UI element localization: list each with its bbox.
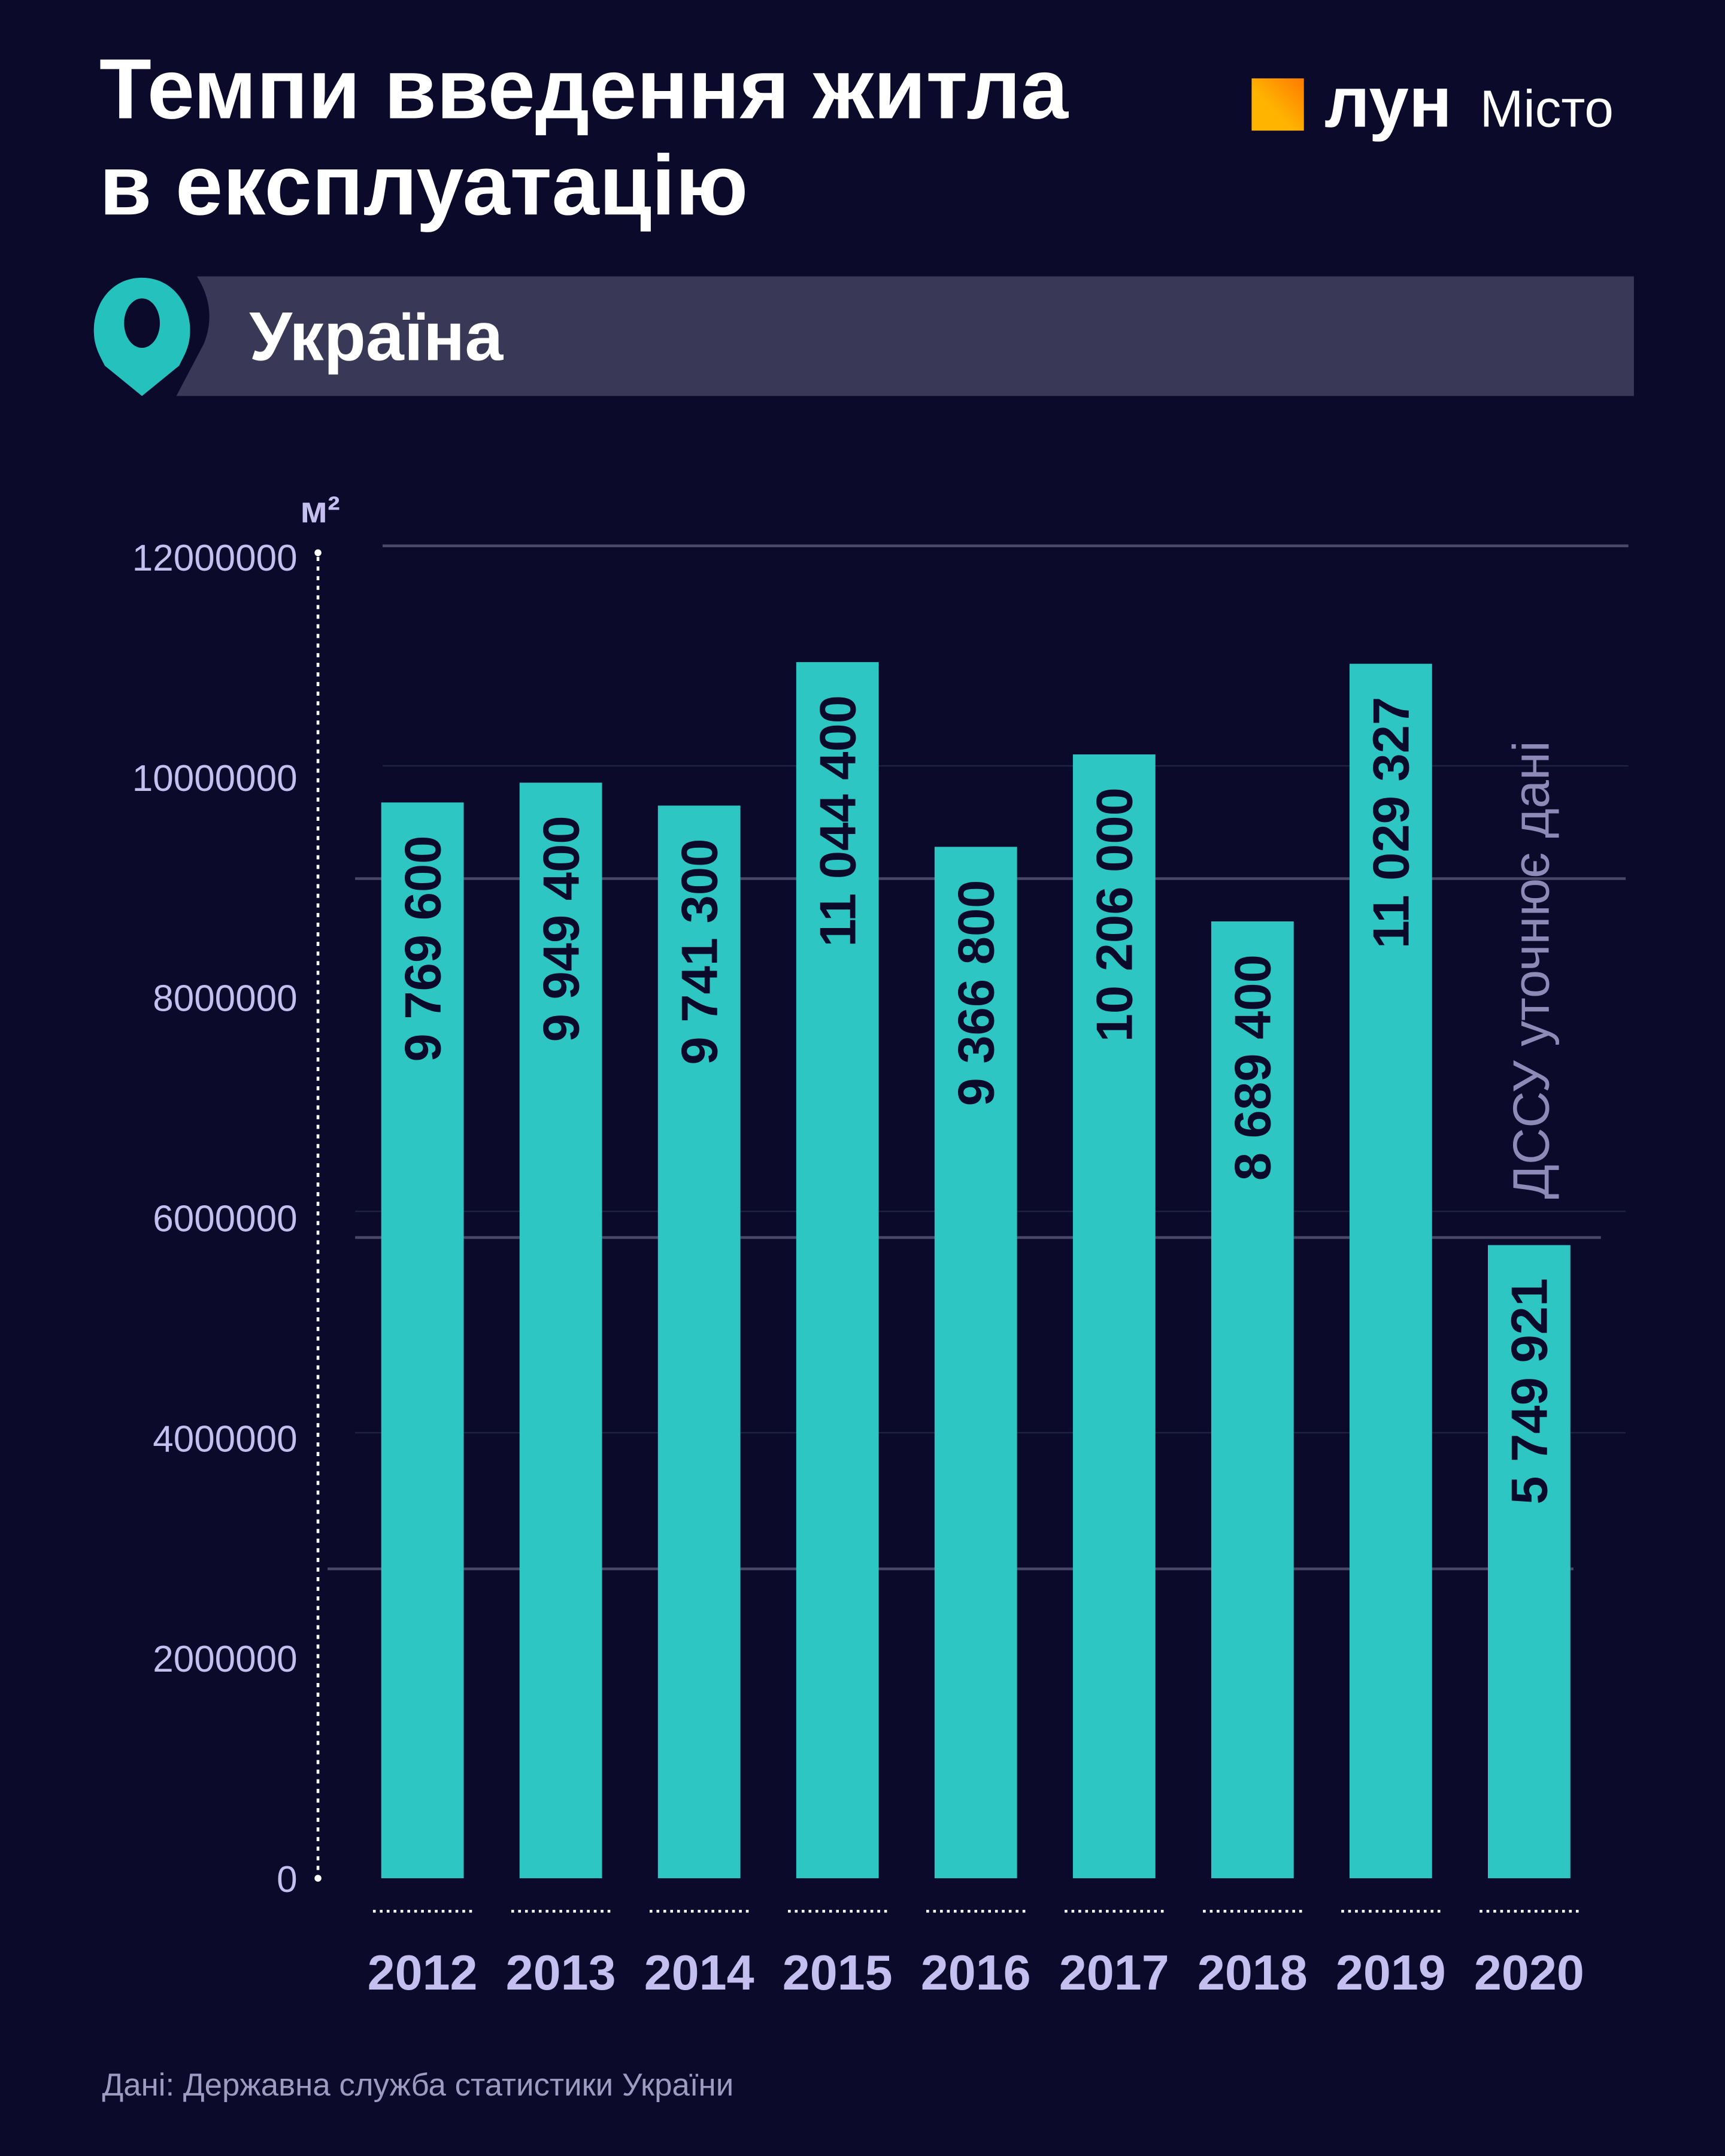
y-axis: 0 2000000 4000000 6000000 8000000 10000000 120…: [132, 538, 322, 1900]
x-tick-label: 2014: [644, 1945, 754, 2000]
y-tick-label: 12000000: [132, 538, 298, 579]
y-tick-label: 8000000: [153, 978, 297, 1020]
bar-value-label: 10 206 000: [1087, 787, 1144, 1042]
x-tick-label: 2013: [506, 1945, 616, 2000]
bar-value-label: 8 689 400: [1225, 954, 1282, 1181]
y-axis-dot: [314, 549, 322, 556]
map-pin-icon: [93, 277, 190, 396]
logo-square-icon: [1251, 78, 1304, 131]
logo: лун Місто: [1251, 62, 1614, 142]
bar-2016: [934, 847, 1017, 1879]
y-tick-label: 2000000: [153, 1639, 297, 1680]
bar-value-label: 5 749 921: [1502, 1278, 1559, 1505]
bar-value-label: 9 949 400: [533, 815, 590, 1042]
x-tick-label: 2018: [1198, 1945, 1308, 2000]
x-tick-label: 2015: [783, 1945, 893, 2000]
bar-2019: [1349, 663, 1432, 1879]
bar-value-label: 11 029 327: [1363, 697, 1420, 949]
y-axis-dot: [314, 1875, 322, 1882]
y-tick-label: 0: [277, 1859, 297, 1900]
logo-brand: лун: [1324, 62, 1452, 142]
x-tick-label: 2017: [1059, 1945, 1169, 2000]
y-tick-label: 6000000: [153, 1199, 297, 1240]
x-tick-label: 2019: [1336, 1945, 1446, 2000]
bar-value-label: 9 741 300: [672, 839, 729, 1065]
bar-2013: [519, 783, 602, 1879]
y-tick-label: 10000000: [132, 758, 298, 799]
x-tick-label: 2016: [921, 1945, 1031, 2000]
x-tick-label: 2020: [1474, 1945, 1584, 2000]
bar-2017: [1072, 754, 1156, 1879]
bar-2012: [381, 802, 464, 1879]
bar-value-label: 11 044 400: [810, 695, 867, 947]
bar-2014: [657, 805, 741, 1879]
x-axis: 2012 2013 2014 2015 2016 2017 2018 2019 2020: [368, 1909, 1584, 2000]
y-axis-unit: м²: [300, 490, 340, 531]
bar-2018: [1211, 921, 1294, 1879]
bar-value-label: 9 769 600: [395, 835, 451, 1062]
bars: 9 769 600 9 949 400 9 741 300 11 044 400 9 3…: [381, 662, 1571, 1879]
y-tick-label: 4000000: [153, 1418, 297, 1460]
title-line-1: Темпи введення житла: [99, 42, 1069, 137]
region-band: [176, 276, 1634, 396]
bar-2015: [796, 662, 879, 1879]
region-label: Україна: [249, 299, 504, 375]
bar-value-label: 9 366 800: [948, 880, 1005, 1106]
x-tick-label: 2012: [368, 1945, 478, 2000]
logo-product: Місто: [1480, 80, 1614, 138]
bar-2020: [1487, 1245, 1571, 1879]
title-line-2: в експлуатацію: [99, 138, 748, 233]
source-note: Дані: Державна служба статистики України: [102, 2067, 734, 2103]
annotation-note: ДССУ уточнює дані: [1503, 741, 1560, 1199]
region-banner: Україна: [93, 276, 1634, 396]
